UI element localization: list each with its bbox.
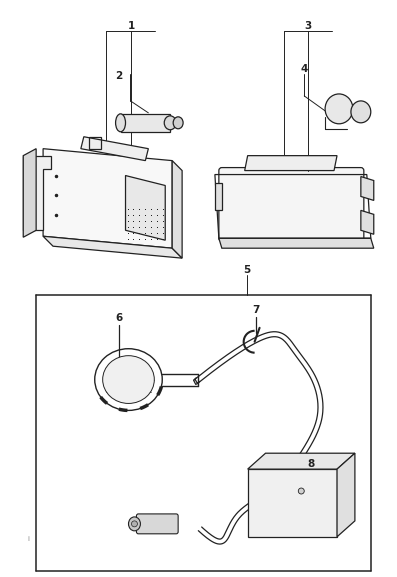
- Ellipse shape: [131, 521, 137, 527]
- Polygon shape: [172, 160, 182, 258]
- Polygon shape: [361, 211, 374, 234]
- FancyBboxPatch shape: [137, 514, 178, 534]
- Ellipse shape: [116, 114, 125, 132]
- Ellipse shape: [103, 355, 154, 403]
- Text: 6: 6: [115, 313, 122, 323]
- Ellipse shape: [298, 488, 304, 494]
- Polygon shape: [215, 182, 222, 211]
- Text: 4: 4: [301, 64, 308, 74]
- Polygon shape: [81, 137, 148, 160]
- Polygon shape: [43, 149, 172, 248]
- Text: 2: 2: [115, 71, 122, 81]
- Text: 7: 7: [252, 305, 259, 315]
- Text: 5: 5: [243, 265, 250, 275]
- Polygon shape: [219, 238, 374, 248]
- Text: 3: 3: [304, 21, 312, 31]
- Ellipse shape: [173, 117, 183, 129]
- Polygon shape: [121, 114, 170, 132]
- Polygon shape: [23, 156, 51, 230]
- Polygon shape: [23, 149, 36, 237]
- Text: 1: 1: [128, 21, 135, 31]
- Polygon shape: [248, 453, 355, 469]
- Polygon shape: [248, 469, 337, 537]
- Ellipse shape: [129, 517, 141, 531]
- Polygon shape: [361, 177, 374, 200]
- Polygon shape: [337, 453, 355, 537]
- Polygon shape: [245, 156, 337, 171]
- Ellipse shape: [351, 101, 371, 123]
- Text: 8: 8: [308, 459, 315, 469]
- FancyBboxPatch shape: [219, 167, 364, 241]
- Ellipse shape: [164, 116, 176, 130]
- Text: i: i: [27, 536, 29, 542]
- Polygon shape: [125, 175, 165, 240]
- Ellipse shape: [325, 94, 353, 124]
- Polygon shape: [43, 236, 182, 258]
